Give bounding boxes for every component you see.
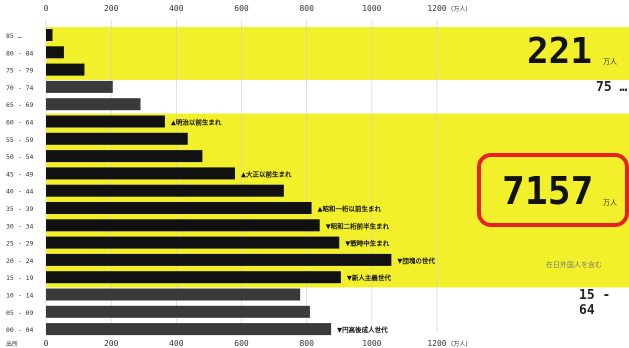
bottom-tick-label-6: 1200 <box>427 339 446 348</box>
annotation-6: ▼新人主義世代 <box>347 273 391 282</box>
category-label-13: 20 - 24 <box>6 257 33 265</box>
bottom-tick-label-4: 800 <box>299 339 314 348</box>
bottom-tick-label-3: 600 <box>234 339 249 348</box>
mid-total-note: 在日外国人を含む <box>546 261 602 269</box>
annotation-1: ▲大正以前生まれ <box>241 169 292 178</box>
top-age-range: 75 … <box>596 80 628 95</box>
bar-10 <box>46 202 312 214</box>
category-label-4: 65 - 69 <box>6 101 33 109</box>
annotation-3: ▼昭和二桁前半生まれ <box>326 221 390 230</box>
bar-3 <box>46 80 113 93</box>
category-label-15: 10 - 14 <box>6 292 33 300</box>
mid-total-value: 7157 <box>502 169 594 213</box>
bottom-tick-label-2: 400 <box>169 339 184 348</box>
mid-total-unit: 万人 <box>603 199 617 207</box>
category-label-10: 35 - 39 <box>6 205 33 213</box>
bottom-tick-label-5: 1000 <box>362 339 381 348</box>
band-0 <box>46 27 629 80</box>
bar-5 <box>46 115 165 128</box>
bar-9 <box>46 184 284 197</box>
bar-7 <box>46 150 203 163</box>
annotation-5: ▼団塊の世代 <box>397 256 435 265</box>
category-label-2: 75 - 79 <box>6 67 33 75</box>
top-tick-label-5: 1000 <box>362 4 381 13</box>
top-tick-label-4: 800 <box>299 4 314 13</box>
annotation-0: ▲明治以前生まれ <box>171 118 222 127</box>
category-label-3: 70 - 74 <box>6 84 33 92</box>
bottom-tick-label-1: 200 <box>104 339 119 348</box>
category-label-11: 30 - 34 <box>6 222 33 230</box>
category-label-16: 05 - 09 <box>6 309 33 317</box>
annotation-2: ▲昭和一桁以前生まれ <box>318 204 382 213</box>
bottom-age-range: 15 - 64 <box>579 288 611 318</box>
bar-0 <box>46 29 53 41</box>
category-label-7: 50 - 54 <box>6 153 33 161</box>
category-label-14: 15 - 19 <box>6 274 33 282</box>
bar-12 <box>46 236 340 249</box>
category-label-1: 80 - 84 <box>6 49 33 57</box>
category-label-17: 00 - 04 <box>6 326 33 334</box>
top-axis-unit: (万人) <box>451 6 468 13</box>
annotation-4: ▼戦時中生まれ <box>345 239 389 248</box>
bar-13 <box>46 253 392 266</box>
bar-2 <box>46 63 85 76</box>
category-label-5: 60 - 64 <box>6 119 33 127</box>
top-tick-label-2: 400 <box>169 4 184 13</box>
bar-8 <box>46 167 235 180</box>
bottom-tick-label-0: 0 <box>44 339 49 348</box>
top-tick-label-0: 0 <box>44 4 49 13</box>
category-label-6: 55 - 59 <box>6 136 33 144</box>
category-label-9: 40 - 44 <box>6 188 33 196</box>
bar-15 <box>46 288 301 301</box>
top-total-value: 221 <box>527 31 593 72</box>
top-tick-label-6: 1200 <box>427 4 446 13</box>
bar-4 <box>46 98 141 111</box>
annotation-7: ▼円高後成人世代 <box>337 325 388 334</box>
bar-17 <box>46 323 332 336</box>
bar-16 <box>46 305 310 318</box>
category-label-8: 45 - 49 <box>6 170 33 178</box>
bottom-axis-label: 出所 <box>6 340 18 348</box>
category-label-12: 25 - 29 <box>6 240 33 248</box>
highlight-box <box>477 153 629 227</box>
bottom-axis-unit: (万人) <box>451 341 468 348</box>
category-label-0: 85 … <box>6 32 22 40</box>
bar-1 <box>46 46 64 59</box>
bar-6 <box>46 132 188 145</box>
top-total-unit: 万人 <box>603 58 617 66</box>
top-tick-label-3: 600 <box>234 4 249 13</box>
bar-11 <box>46 219 320 232</box>
bar-14 <box>46 271 341 284</box>
top-tick-label-1: 200 <box>104 4 119 13</box>
